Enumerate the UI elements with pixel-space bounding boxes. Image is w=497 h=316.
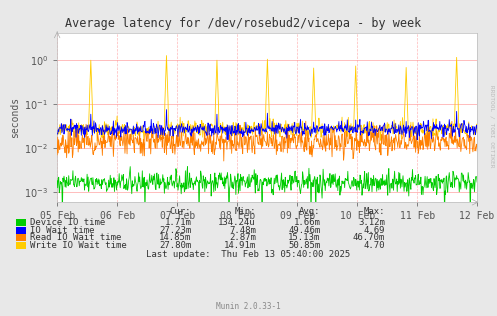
Text: 49.46m: 49.46m — [288, 226, 321, 234]
Text: 46.70m: 46.70m — [353, 233, 385, 242]
Text: 7.48m: 7.48m — [229, 226, 256, 234]
Text: Device IO time: Device IO time — [30, 218, 105, 227]
Text: Read IO Wait time: Read IO Wait time — [30, 233, 122, 242]
Text: 14.85m: 14.85m — [159, 233, 191, 242]
Text: 3.12m: 3.12m — [358, 218, 385, 227]
Text: 1.66m: 1.66m — [294, 218, 321, 227]
Text: 15.13m: 15.13m — [288, 233, 321, 242]
Text: Average latency for /dev/rosebud2/vicepa - by week: Average latency for /dev/rosebud2/vicepa… — [66, 17, 421, 30]
Text: 14.91m: 14.91m — [224, 241, 256, 250]
Y-axis label: seconds: seconds — [10, 97, 20, 138]
Text: 134.24u: 134.24u — [218, 218, 256, 227]
Text: Cur:: Cur: — [170, 207, 191, 216]
Text: 27.80m: 27.80m — [159, 241, 191, 250]
Text: 4.69: 4.69 — [364, 226, 385, 234]
Text: IO Wait time: IO Wait time — [30, 226, 95, 234]
Text: Write IO Wait time: Write IO Wait time — [30, 241, 127, 250]
Text: Max:: Max: — [364, 207, 385, 216]
Text: Avg:: Avg: — [299, 207, 321, 216]
Text: Munin 2.0.33-1: Munin 2.0.33-1 — [216, 302, 281, 311]
Text: 1.71m: 1.71m — [165, 218, 191, 227]
Text: RRDTOOL / TOBI OETIKER: RRDTOOL / TOBI OETIKER — [490, 85, 495, 168]
Text: Min:: Min: — [235, 207, 256, 216]
Text: 50.85m: 50.85m — [288, 241, 321, 250]
Text: 2.87m: 2.87m — [229, 233, 256, 242]
Text: 4.70: 4.70 — [364, 241, 385, 250]
Text: 27.23m: 27.23m — [159, 226, 191, 234]
Text: Last update:  Thu Feb 13 05:40:00 2025: Last update: Thu Feb 13 05:40:00 2025 — [147, 250, 350, 258]
